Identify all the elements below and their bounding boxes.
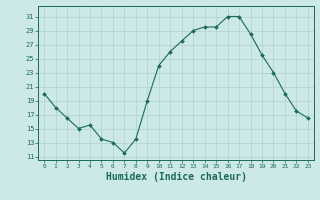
X-axis label: Humidex (Indice chaleur): Humidex (Indice chaleur) — [106, 172, 246, 182]
